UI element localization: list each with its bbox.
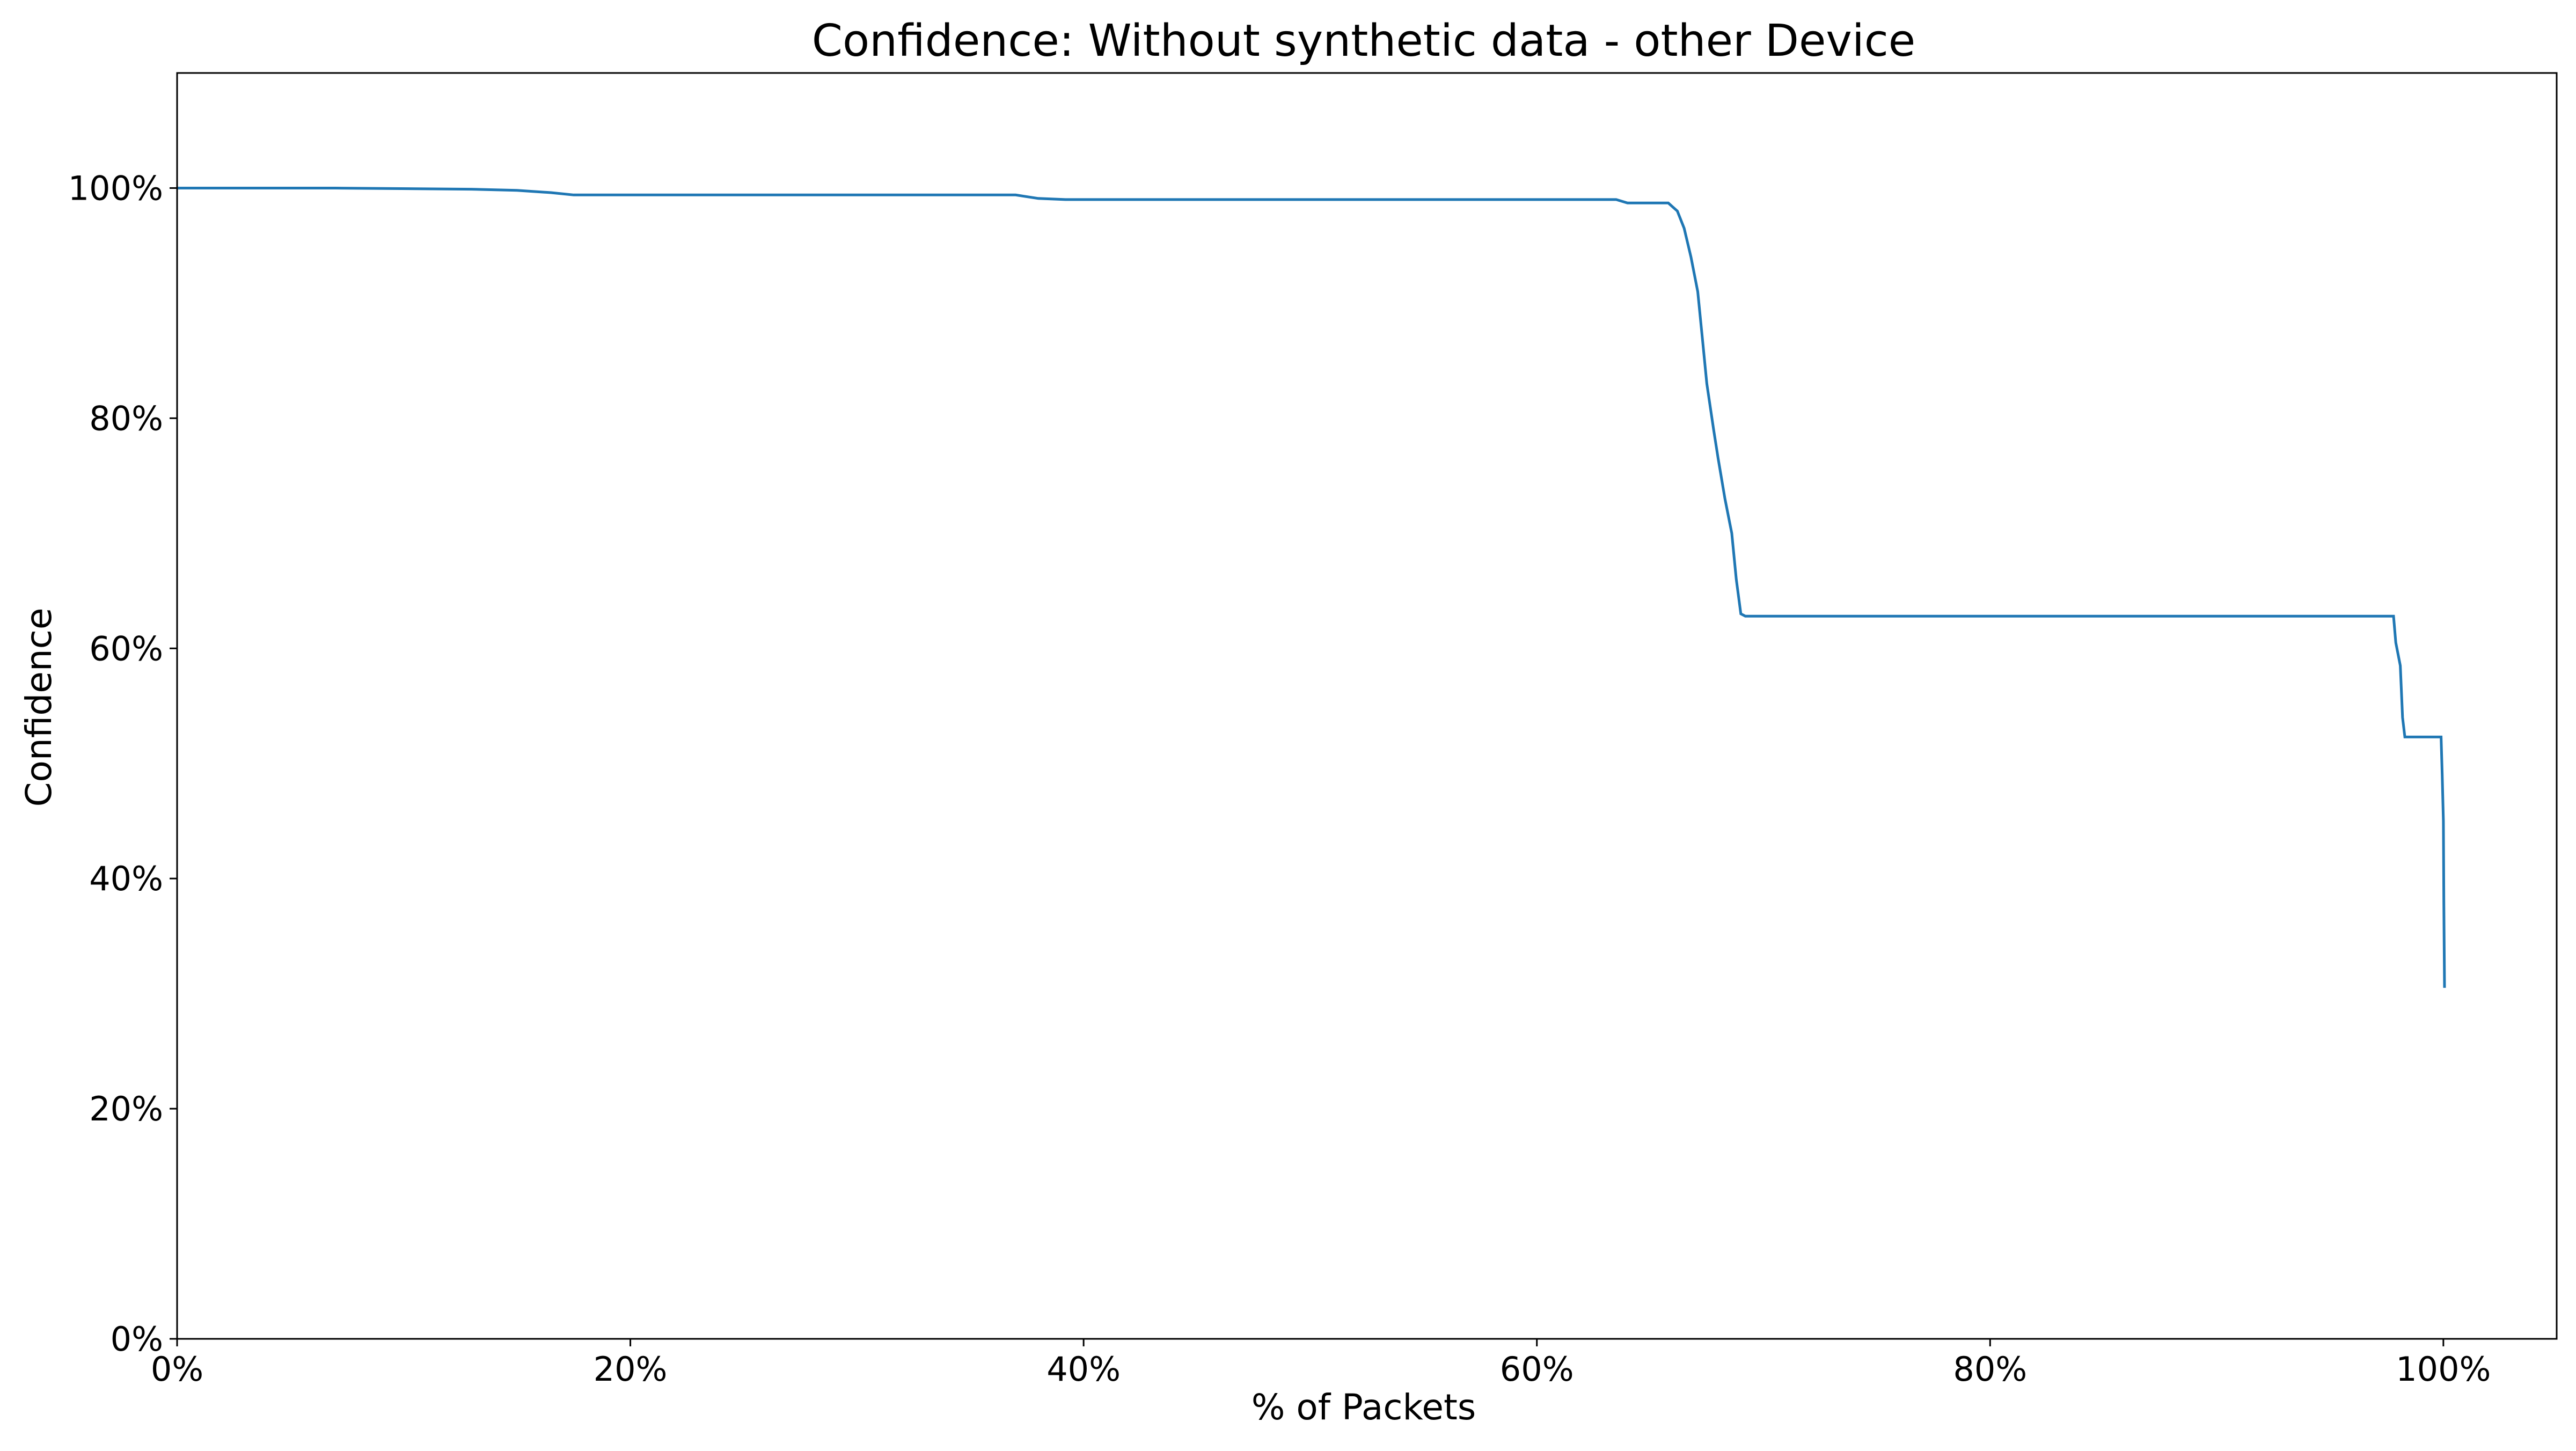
x-tick-label: 20% xyxy=(594,1350,668,1389)
x-tick-label: 0% xyxy=(151,1350,203,1389)
y-tick-label: 0% xyxy=(111,1320,163,1359)
plot-area: 0% 20% 40% 60% 80% 100% 0% 20% 40% 60% 80% 100% xyxy=(68,72,2558,1389)
y-tick-label: 20% xyxy=(89,1089,163,1128)
y-tick-label: 80% xyxy=(89,399,163,438)
y-tick-label: 40% xyxy=(89,859,163,898)
x-tick-label: 40% xyxy=(1046,1350,1121,1389)
x-tick-label: 60% xyxy=(1500,1350,1574,1389)
y-tick-label: 60% xyxy=(89,629,163,668)
x-tick-label: 100% xyxy=(2396,1350,2491,1389)
plot-frame xyxy=(176,72,2558,1340)
y-axis-label: Confidence xyxy=(18,607,60,807)
y-tick-label: 100% xyxy=(68,168,163,208)
x-axis-label: % of Packets xyxy=(1252,1387,1476,1428)
x-tick-label: 80% xyxy=(1953,1350,2027,1389)
series-line-0 xyxy=(177,187,2446,988)
chart-title: Confidence: Without synthetic data - oth… xyxy=(812,16,1916,67)
